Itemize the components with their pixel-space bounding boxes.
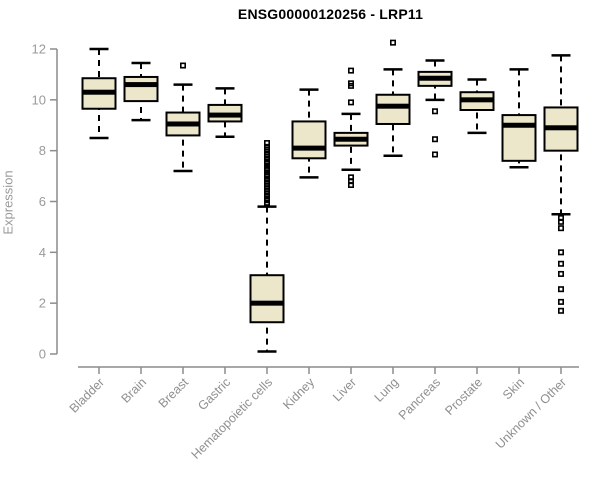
boxplot-prostate (459, 78, 495, 135)
outlier-point (557, 270, 564, 277)
outlier-point (557, 218, 564, 225)
median-line (375, 103, 411, 109)
x-tick-label: Skin (500, 375, 527, 402)
median-line (81, 89, 117, 95)
boxplot-unknown-other (543, 54, 579, 314)
outlier-point (431, 136, 438, 143)
y-tick-label: 2 (39, 296, 46, 311)
outlier-point (347, 181, 354, 188)
outlier-point (180, 62, 187, 69)
outlier-point (389, 39, 396, 46)
y-tick-label: 0 (39, 347, 46, 362)
x-tick-label: Bladder (67, 375, 107, 415)
x-tick-label: Breast (156, 375, 192, 411)
boxplot-brain (123, 61, 159, 122)
iqr-box (123, 75, 159, 103)
iqr-box (375, 93, 411, 125)
median-line (417, 75, 453, 81)
x-tick-label: Hematopoietic cells (189, 375, 276, 462)
outlier-point (557, 249, 564, 256)
x-tick-label: Brain (119, 375, 150, 406)
chart-title: ENSG00000120256 - LRP11 (237, 6, 424, 22)
boxplot-bladder (81, 47, 117, 140)
boxplot-lung (375, 39, 411, 157)
median-line (501, 122, 537, 128)
x-tick-label: Kidney (280, 375, 317, 412)
outlier-point (557, 225, 564, 232)
median-line (165, 121, 201, 127)
median-line (291, 145, 327, 151)
x-tick-label: Pancreas (396, 375, 443, 422)
x-tick-label: Unknown / Other (493, 375, 569, 451)
outlier-point (347, 99, 354, 106)
median-line (543, 125, 579, 131)
y-tick-label: 4 (39, 245, 46, 260)
boxplot-breast (165, 62, 201, 173)
boxplot-pancreas (417, 59, 453, 158)
outlier-point (263, 201, 270, 208)
median-line (123, 82, 159, 88)
iqr-box (291, 120, 327, 160)
boxplot-hematopoietic-cells (249, 140, 285, 353)
outlier-point (431, 108, 438, 115)
x-tick-label: Liver (330, 375, 359, 404)
boxplot-gastric (207, 87, 243, 138)
median-line (333, 136, 369, 142)
outlier-point (347, 67, 354, 74)
x-tick-label: Prostate (442, 375, 485, 418)
outlier-point (431, 151, 438, 158)
y-tick-label: 12 (32, 42, 46, 57)
y-tick-label: 6 (39, 194, 46, 209)
boxplot-skin (501, 68, 537, 169)
iqr-box (249, 274, 285, 324)
y-tick-label: 8 (39, 143, 46, 158)
outlier-point (557, 298, 564, 305)
y-tick-label: 10 (32, 92, 46, 107)
boxplot-kidney (291, 88, 327, 179)
outlier-point (347, 82, 354, 89)
x-tick-label: Gastric (195, 375, 233, 413)
iqr-box (501, 114, 537, 162)
outlier-point (557, 307, 564, 314)
median-line (249, 300, 285, 306)
x-tick-label: Lung (372, 375, 402, 405)
median-line (207, 112, 243, 118)
boxplot-liver (333, 67, 369, 188)
outlier-point (557, 260, 564, 267)
median-line (459, 97, 495, 103)
outlier-point (557, 286, 564, 293)
